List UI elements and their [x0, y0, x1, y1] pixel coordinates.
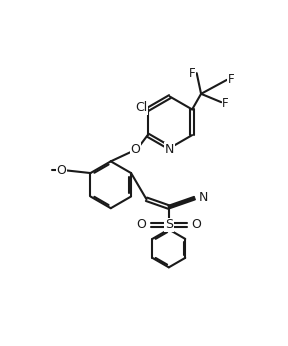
Text: O: O [130, 143, 140, 156]
Text: F: F [228, 73, 235, 86]
Text: O: O [137, 218, 147, 231]
Text: F: F [189, 67, 196, 80]
Text: Cl: Cl [135, 101, 147, 114]
Text: S: S [165, 218, 173, 231]
Text: F: F [222, 97, 229, 110]
Text: O: O [57, 164, 67, 177]
Text: N: N [198, 191, 208, 203]
Text: O: O [191, 218, 201, 231]
Text: N: N [165, 143, 175, 156]
